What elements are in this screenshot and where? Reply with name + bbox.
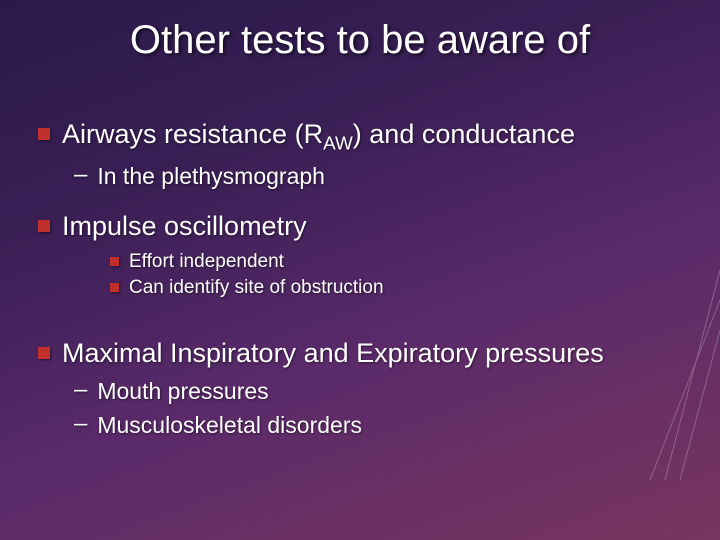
square-bullet-icon — [110, 283, 119, 292]
square-bullet-icon — [38, 347, 50, 359]
dash-icon: – — [74, 410, 87, 438]
bullet-level1: Airways resistance (RAW) and conductance — [38, 118, 682, 156]
text-subscript: AW — [323, 133, 353, 154]
bullet-text: Maximal Inspiratory and Expiratory press… — [62, 337, 604, 371]
bullet-level2: – Mouth pressures — [74, 377, 682, 407]
bullet-text: Mouth pressures — [97, 377, 268, 407]
bullet-level1: Impulse oscillometry — [38, 210, 682, 244]
dash-icon: – — [74, 161, 87, 189]
bullet-text: Impulse oscillometry — [62, 210, 307, 244]
square-bullet-icon — [110, 257, 119, 266]
text-pre: Airways resistance (R — [62, 119, 323, 149]
dash-icon: – — [74, 376, 87, 404]
text-post: ) and conductance — [353, 119, 575, 149]
bullet-text: Musculoskeletal disorders — [97, 411, 362, 441]
slide-content: Airways resistance (RAW) and conductance… — [38, 118, 682, 445]
bullet-text: In the plethysmograph — [97, 162, 325, 192]
bullet-text: Effort independent — [129, 250, 284, 275]
bullet-text: Can identify site of obstruction — [129, 276, 384, 301]
bullet-text: Airways resistance (RAW) and conductance — [62, 118, 575, 156]
bullet-level1: Maximal Inspiratory and Expiratory press… — [38, 337, 682, 371]
bullet-level3: Effort independent — [110, 250, 682, 275]
bullet-level2: – In the plethysmograph — [74, 162, 682, 192]
slide-title: Other tests to be aware of — [0, 18, 720, 63]
slide: Other tests to be aware of Airways resis… — [0, 0, 720, 540]
bullet-level3: Can identify site of obstruction — [110, 276, 682, 301]
square-bullet-icon — [38, 128, 50, 140]
square-bullet-icon — [38, 220, 50, 232]
bullet-level2: – Musculoskeletal disorders — [74, 411, 682, 441]
